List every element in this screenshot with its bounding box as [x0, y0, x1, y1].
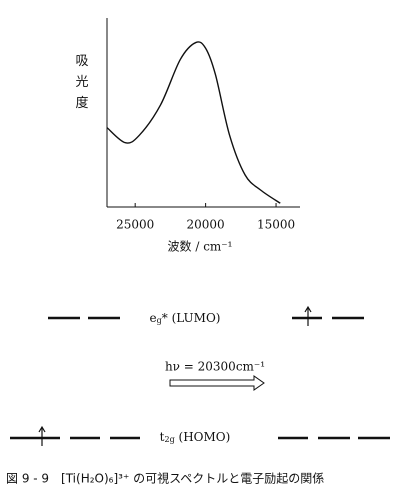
transition-arrow	[169, 375, 265, 391]
homo-label: t2g (HOMO)	[160, 430, 231, 445]
label: (HOMO)	[175, 430, 231, 444]
transition-label: hν = 20300cm⁻¹	[165, 360, 265, 374]
x-tick-label: 15000	[257, 218, 295, 232]
symbol: e	[150, 311, 157, 325]
x-tick-label: 25000	[116, 218, 154, 232]
x-tick-label: 20000	[187, 218, 225, 232]
lumo-label: eg* (LUMO)	[150, 311, 221, 326]
x-axis-label: 波数 / cm⁻¹	[168, 239, 233, 254]
label: * (LUMO)	[162, 311, 221, 325]
subscript: g	[157, 316, 162, 325]
symbol: t	[160, 430, 165, 444]
electron	[304, 305, 312, 326]
orbital-diagram: eg* (LUMO) hν = 20300cm⁻¹ t2g (HOMO)	[10, 305, 390, 446]
spectrum-line	[106, 41, 281, 204]
electron	[38, 425, 46, 446]
caption: 図 9 - 9 [Ti(H₂O)₆]³⁺ の可視スペクトルと電子励起の関係	[6, 471, 324, 486]
y-axis-label: 吸光度	[73, 54, 89, 117]
subscript: 2g	[165, 435, 175, 444]
